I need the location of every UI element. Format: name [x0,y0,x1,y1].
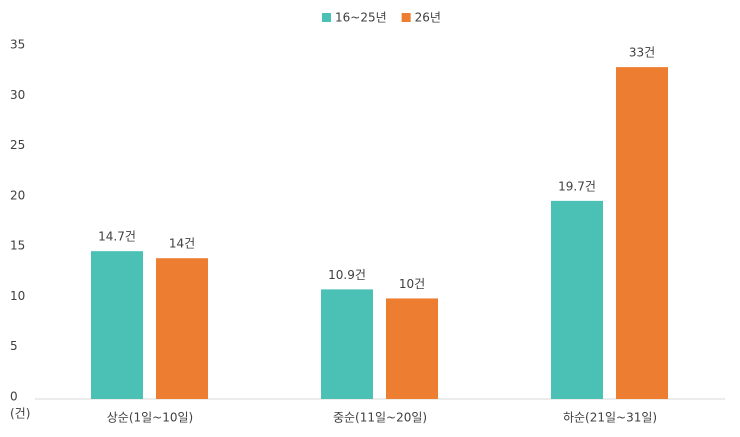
value-label: 19.7건 [558,179,596,193]
value-label: 10건 [399,277,425,291]
legend-label: 16~25년 [335,11,387,25]
x-tick-label: 하순(21일~31일) [563,411,657,425]
value-label: 10.9건 [328,268,366,282]
value-label: 14.7건 [98,230,136,244]
y-tick-label: 25 [10,138,25,152]
y-tick-label: 15 [10,239,25,253]
value-label: 33건 [629,46,655,60]
value-label: 14건 [169,237,195,251]
bar [321,289,373,399]
bar [616,67,668,399]
legend-swatch [322,13,331,22]
y-tick-label: 30 [10,88,25,102]
x-tick-label: 상순(1일~10일) [107,411,193,425]
bar [91,251,143,399]
y-tick-label: 35 [10,38,25,52]
y-axis-label: (건) [10,407,30,421]
bar [156,258,208,399]
y-tick-label: 0 [10,390,18,404]
legend-swatch [401,13,411,22]
bar [386,298,438,399]
legend-label: 26년 [415,11,441,25]
y-tick-label: 10 [10,289,25,303]
bar [551,200,603,399]
y-tick-label: 20 [10,188,25,202]
x-tick-label: 중순(11일~20일) [333,411,427,425]
y-tick-label: 5 [10,339,18,353]
